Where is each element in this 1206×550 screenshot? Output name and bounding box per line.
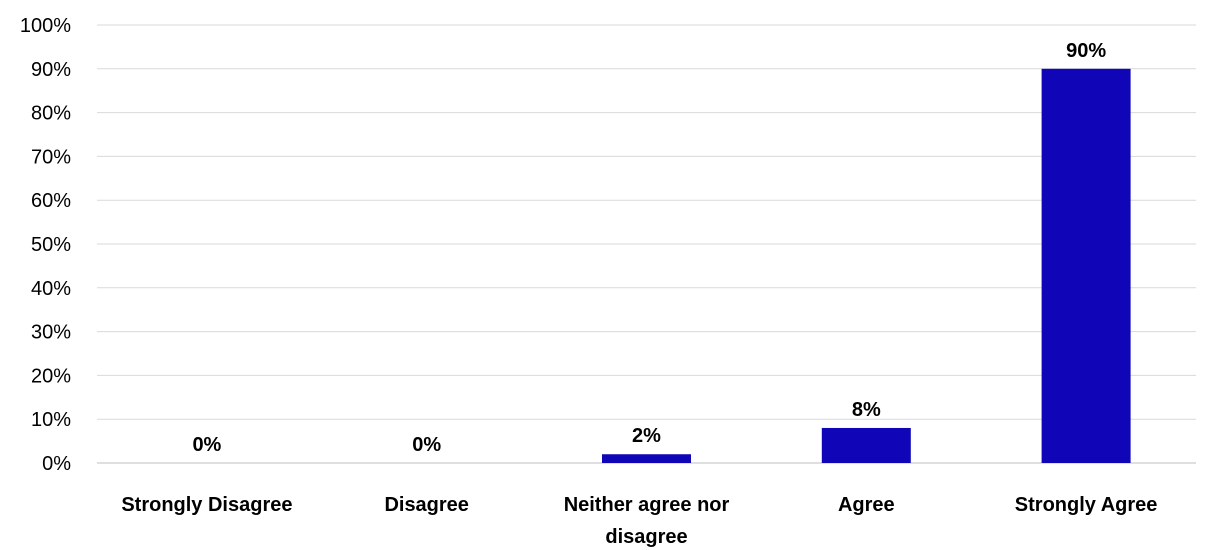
category-label: Agree xyxy=(838,494,895,516)
data-label: 2% xyxy=(632,425,661,447)
y-tick-label: 60% xyxy=(31,190,71,212)
data-label: 90% xyxy=(1066,40,1106,62)
category-label: Strongly Agree xyxy=(1015,494,1158,516)
category-label: Neither agree nor disagree xyxy=(564,494,730,548)
gridlines xyxy=(97,24,1196,464)
y-tick-label: 70% xyxy=(31,146,71,168)
data-label: 0% xyxy=(192,434,221,456)
y-axis-tick-labels: 0% 10% 20% 30% 40% 50% 60% 70% 80% 90% 100% xyxy=(20,15,71,475)
y-tick-label: 80% xyxy=(31,103,71,125)
y-tick-label: 0% xyxy=(42,453,71,475)
y-tick-label: 50% xyxy=(31,234,71,256)
data-label: 0% xyxy=(412,434,441,456)
y-tick-label: 20% xyxy=(31,365,71,387)
y-tick-label: 90% xyxy=(31,59,71,81)
x-axis-category-labels: Strongly Disagree Disagree Neither agree n… xyxy=(121,494,1157,548)
bar xyxy=(602,454,691,463)
category-label: Disagree xyxy=(384,494,469,516)
data-label: 8% xyxy=(852,399,881,421)
data-labels: 0% 0% 2% 8% 90% xyxy=(192,40,1106,456)
bar xyxy=(1041,68,1131,464)
y-tick-label: 30% xyxy=(31,322,71,344)
bars xyxy=(602,68,1131,464)
y-tick-label: 100% xyxy=(20,15,71,37)
y-tick-label: 40% xyxy=(31,278,71,300)
category-label: Strongly Disagree xyxy=(121,494,292,516)
bar xyxy=(821,427,911,463)
y-tick-label: 10% xyxy=(31,409,71,431)
